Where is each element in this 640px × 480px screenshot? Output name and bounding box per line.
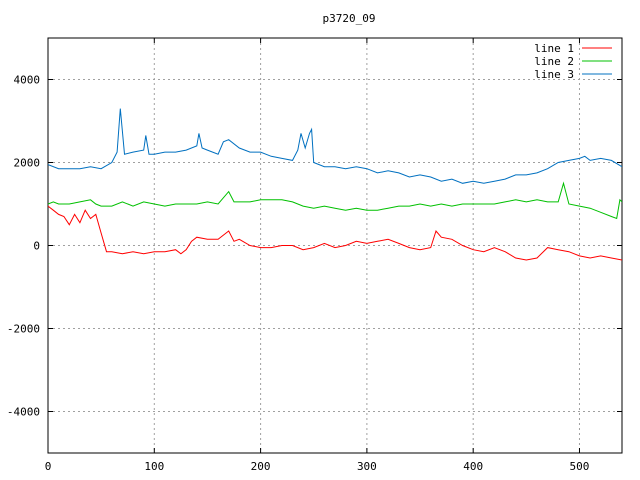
y-tick-label: -4000 xyxy=(7,406,40,419)
y-tick-label: -2000 xyxy=(7,323,40,336)
y-tick-label: 4000 xyxy=(14,74,41,87)
series-line-2 xyxy=(48,181,622,220)
x-tick-label: 100 xyxy=(144,460,164,473)
series-group xyxy=(48,108,622,261)
axis-ticks: 0 100 200 300 400 500 -4000 -2000 0 2000 4000 xyxy=(7,38,622,473)
x-tick-label: 500 xyxy=(570,460,590,473)
y-tick-label: 0 xyxy=(33,240,40,253)
grid-lines xyxy=(48,38,622,453)
x-tick-label: 400 xyxy=(463,460,483,473)
x-tick-label: 200 xyxy=(251,460,271,473)
legend-label: line 1 xyxy=(534,42,574,55)
legend-label: line 3 xyxy=(534,68,574,81)
x-tick-label: 300 xyxy=(357,460,377,473)
x-tick-label: 0 xyxy=(45,460,52,473)
chart-title: p3720_09 xyxy=(323,12,376,25)
y-tick-label: 2000 xyxy=(14,157,41,170)
series-line-1 xyxy=(48,205,622,261)
series-line-3 xyxy=(48,108,622,184)
legend-label: line 2 xyxy=(534,55,574,68)
